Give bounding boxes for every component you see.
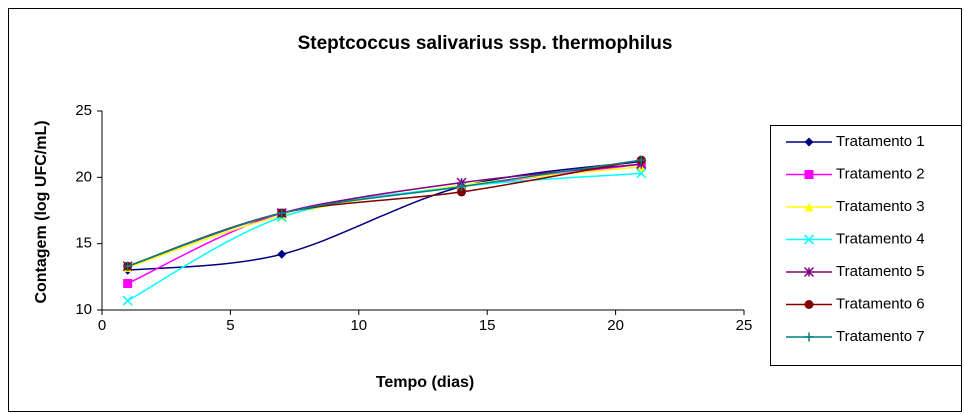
legend-label: Tratamento 7 [836, 328, 925, 345]
series-line [127, 159, 642, 267]
y-axis-label: Contagem (log UFC/mL) [33, 120, 50, 303]
legend-label: Tratamento 3 [836, 198, 925, 215]
x-axis-label: Tempo (dias) [376, 374, 474, 391]
x-tick-label: 25 [736, 317, 753, 334]
marker [123, 261, 133, 271]
legend-label: Tratamento 1 [836, 133, 925, 150]
legend-label: Tratamento 5 [836, 263, 925, 280]
legend-label: Tratamento 4 [836, 230, 925, 247]
x-tick-label: 0 [98, 317, 106, 334]
marker [122, 295, 133, 306]
y-tick-label: 10 [75, 301, 92, 318]
marker [803, 266, 815, 278]
legend-box [770, 125, 962, 366]
marker [277, 249, 287, 259]
chart-title: Steptcoccus salivarius ssp. thermophilus [298, 33, 673, 54]
marker [277, 208, 287, 218]
marker [804, 170, 814, 179]
x-tick-label: 15 [479, 317, 496, 334]
x-tick-label: 5 [226, 317, 234, 334]
y-tick-label: 15 [75, 235, 92, 252]
marker [457, 187, 467, 197]
marker [457, 182, 467, 192]
marker [804, 202, 814, 212]
marker [804, 137, 814, 147]
marker [636, 155, 646, 165]
y-tick-label: 25 [75, 102, 92, 119]
series-line [127, 160, 642, 271]
x-tick-label: 10 [350, 317, 367, 334]
legend-label: Tratamento 6 [836, 295, 925, 312]
x-tick-label: 20 [607, 317, 624, 334]
marker [803, 234, 815, 245]
marker [636, 168, 647, 179]
marker [804, 300, 814, 309]
marker [804, 332, 814, 342]
legend-label: Tratamento 2 [836, 165, 925, 182]
marker [123, 278, 133, 288]
y-tick-label: 20 [75, 168, 92, 185]
series-line [127, 172, 642, 302]
